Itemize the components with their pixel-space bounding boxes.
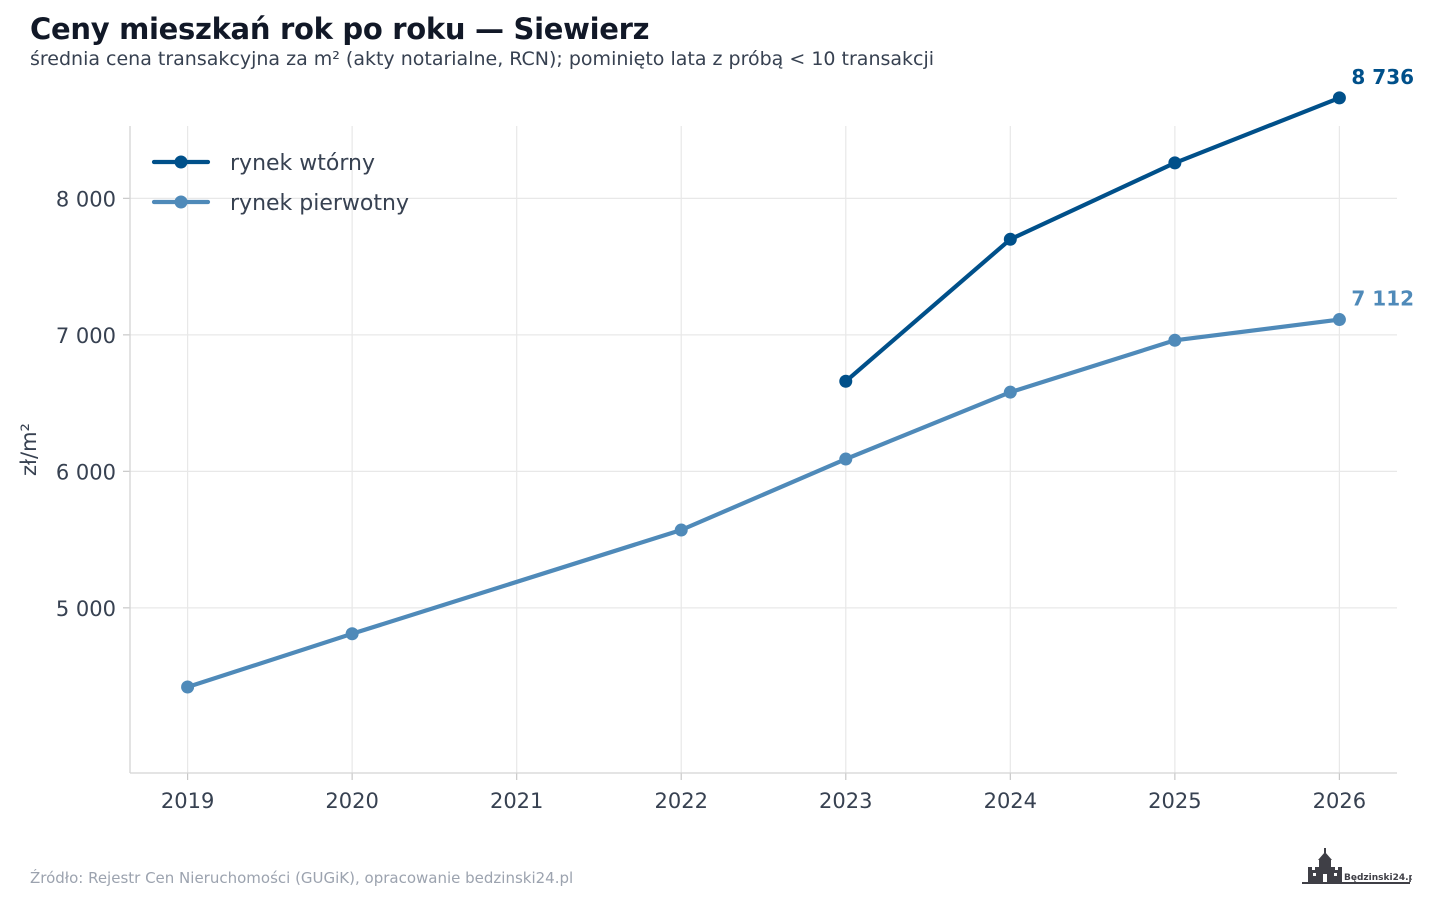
data-point: [1003, 232, 1017, 246]
y-tick-label: 6 000: [56, 460, 116, 484]
legend: rynek wtórny rynek pierwotny: [151, 151, 409, 216]
legend-label: rynek wtórny: [230, 151, 375, 176]
data-point: [674, 523, 688, 537]
x-tick-label: 2024: [984, 789, 1037, 813]
x-tick-label: 2025: [1148, 789, 1201, 813]
labels-layer: 7 112 8 736: [1351, 65, 1414, 311]
x-tick-label: 2022: [655, 789, 708, 813]
x-tick-label: 2023: [819, 789, 872, 813]
series-line-rynek-wtorny: [843, 95, 1342, 384]
data-point: [181, 680, 195, 694]
x-tick-label: 2019: [161, 789, 214, 813]
end-value-label: 7 112: [1351, 287, 1414, 311]
legend-marker: [174, 195, 188, 209]
y-tick-label: 7 000: [56, 324, 116, 348]
end-value-label: 8 736: [1351, 65, 1414, 89]
brand-logo: Będzinski24.pl: [1302, 848, 1412, 884]
data-point: [1168, 156, 1182, 170]
x-tick-label: 2021: [490, 789, 543, 813]
x-tick-label: 2020: [325, 789, 378, 813]
chart-subtitle: średnia cena transakcyjna za m² (akty no…: [30, 48, 935, 70]
data-point: [1168, 333, 1182, 347]
data-point: [1332, 313, 1346, 327]
data-point: [1332, 91, 1346, 105]
y-tick-label: 8 000: [56, 187, 116, 211]
legend-label: rynek pierwotny: [230, 191, 409, 216]
series-line-rynek-pierwotny: [185, 317, 1342, 690]
legend-marker: [174, 155, 188, 169]
y-axis-title: zł/m²: [17, 423, 41, 476]
data-point: [345, 627, 359, 641]
data-point: [839, 452, 853, 466]
x-tick-label: 2026: [1313, 789, 1366, 813]
source-note: Źródło: Rejestr Cen Nieruchomości (GUGiK…: [30, 869, 574, 887]
y-tick-label: 5 000: [56, 597, 116, 621]
data-point: [1003, 385, 1017, 399]
data-point: [839, 374, 853, 388]
grid: [130, 126, 1397, 773]
series-layer: [181, 91, 1346, 694]
logo-text: Będzinski24.pl: [1344, 873, 1412, 883]
chart-title: Ceny mieszkań rok po roku — Siewierz: [30, 12, 650, 46]
axes: 2019 2020 2021 2022 2023 2024 2025 2026 5 000 6 0…: [17, 126, 1397, 813]
